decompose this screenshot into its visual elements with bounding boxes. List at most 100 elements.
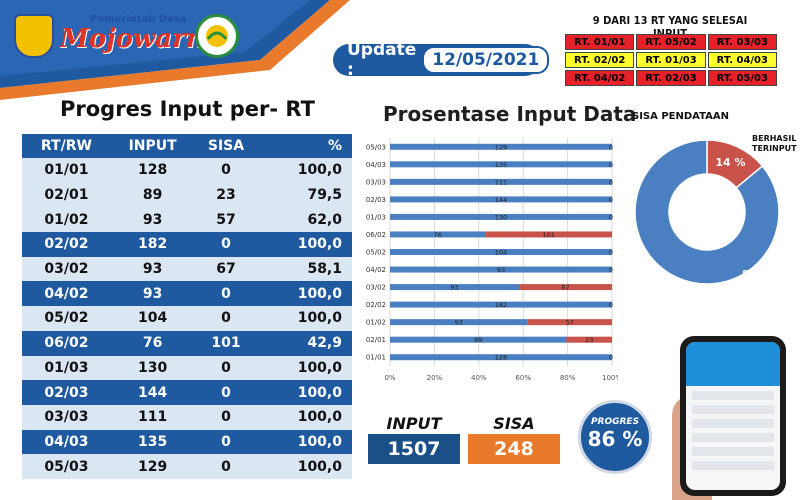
cell-sisa: 0 bbox=[194, 306, 258, 331]
sisa-kpi-label: SISA bbox=[493, 414, 535, 433]
update-date: 12/05/2021 bbox=[422, 46, 550, 74]
bar-sisa-label: 0 bbox=[609, 266, 613, 274]
cell-percent: 58,1 bbox=[257, 256, 352, 282]
completed-rt-cell: RT. 01/03 bbox=[636, 52, 706, 68]
cell-rtrw: 01/03 bbox=[22, 355, 111, 381]
cell-percent: 100,0 bbox=[257, 232, 352, 257]
brand-subtitle: Pemerintah Desa bbox=[90, 14, 187, 25]
bar-sisa-label: 0 bbox=[609, 178, 613, 186]
bar-input-label: 89 bbox=[474, 336, 482, 344]
cell-percent: 100,0 bbox=[257, 158, 352, 183]
bar-sisa-label: 23 bbox=[585, 336, 593, 344]
y-category-label: 04/02 bbox=[366, 266, 386, 274]
phone-row bbox=[692, 391, 774, 400]
bar-input-label: 104 bbox=[495, 249, 507, 257]
cell-sisa: 0 bbox=[194, 429, 258, 455]
bar-sisa-label: 0 bbox=[609, 354, 613, 362]
sisa-kpi-value: 248 bbox=[468, 434, 560, 464]
cell-input: 128 bbox=[110, 158, 195, 183]
completed-rt-cell: RT. 04/02 bbox=[565, 70, 635, 86]
header-sisa: SISA bbox=[194, 134, 258, 158]
cell-rtrw: 03/03 bbox=[22, 404, 111, 430]
bar-input bbox=[390, 178, 612, 185]
bar-input-label: 93 bbox=[450, 284, 458, 292]
table-title: Progres Input per- RT bbox=[60, 97, 315, 121]
table-row: 02/03 144 0 100,0 bbox=[22, 380, 352, 405]
y-category-label: 05/03 bbox=[366, 143, 386, 151]
donut-label-berhasil: BERHASIL TERINPUT bbox=[752, 134, 797, 154]
percent-bar-chart: 0% 20% 40% 60% 80% 100% 05/03 129 0 04/03 135 0 03/0… bbox=[366, 138, 618, 382]
y-category-label: 02/01 bbox=[366, 336, 386, 344]
phone-mockup bbox=[680, 336, 786, 496]
bar-input bbox=[390, 161, 612, 168]
input-kpi-value: 1507 bbox=[368, 434, 460, 464]
cell-sisa: 0 bbox=[194, 232, 258, 257]
cell-input: 144 bbox=[110, 380, 195, 405]
y-category-label: 01/01 bbox=[366, 354, 386, 362]
cell-percent: 100,0 bbox=[257, 306, 352, 331]
donut-slice bbox=[634, 139, 780, 285]
bar-input-label: 130 bbox=[495, 213, 507, 221]
completed-rt-cell: RT. 05/02 bbox=[636, 34, 706, 50]
cell-input: 104 bbox=[110, 306, 195, 331]
cell-sisa: 0 bbox=[194, 158, 258, 183]
table-row: 04/03 135 0 100,0 bbox=[22, 429, 352, 455]
bar-input bbox=[390, 284, 520, 291]
phone-row bbox=[692, 447, 774, 456]
bar-input bbox=[390, 249, 612, 255]
cell-sisa: 23 bbox=[194, 182, 258, 208]
phone-row bbox=[692, 433, 774, 442]
x-tick-label: 100% bbox=[602, 374, 618, 382]
phone-row bbox=[692, 419, 774, 428]
bar-sisa-label: 0 bbox=[609, 143, 613, 151]
table-header-row: RT/RW INPUT SISA % bbox=[22, 134, 352, 158]
cell-input: 135 bbox=[110, 429, 195, 455]
cell-rtrw: 06/02 bbox=[22, 330, 111, 356]
bar-sisa-label: 101 bbox=[542, 231, 554, 239]
completed-rt-cell: RT. 03/03 bbox=[707, 34, 777, 50]
progress-label: PROGRES bbox=[590, 417, 640, 427]
x-tick-label: 40% bbox=[471, 374, 487, 382]
header-input: INPUT bbox=[110, 134, 195, 158]
bar-input-label: 135 bbox=[495, 161, 507, 169]
completed-rt-cell: RT. 05/03 bbox=[707, 70, 777, 86]
cell-rtrw: 05/02 bbox=[22, 306, 111, 331]
bar-sisa-label: 0 bbox=[609, 213, 613, 221]
bar-sisa bbox=[566, 336, 612, 343]
table-row: 05/02 104 0 100,0 bbox=[22, 306, 352, 331]
y-category-label: 01/02 bbox=[366, 319, 386, 327]
donut-label-sisa: SISA PENDATAAN bbox=[632, 111, 730, 122]
y-category-label: 02/02 bbox=[366, 301, 386, 309]
y-category-label: 03/02 bbox=[366, 284, 386, 292]
bar-sisa-label: 0 bbox=[609, 196, 613, 204]
cell-rtrw: 02/03 bbox=[22, 380, 111, 405]
phone-row bbox=[692, 405, 774, 414]
bar-input-label: 144 bbox=[495, 196, 507, 204]
bar-input-label: 93 bbox=[497, 266, 505, 274]
regency-logo bbox=[14, 14, 54, 58]
cell-sisa: 0 bbox=[194, 454, 258, 479]
cell-percent: 100,0 bbox=[257, 355, 352, 381]
update-badge: Update : 12/05/2021 bbox=[333, 40, 550, 80]
cell-percent: 62,0 bbox=[257, 207, 352, 233]
cell-input: 76 bbox=[110, 330, 195, 356]
bar-sisa bbox=[519, 284, 612, 291]
x-tick-label: 20% bbox=[427, 374, 443, 382]
bar-sisa-label: 0 bbox=[609, 301, 613, 309]
bar-input bbox=[390, 231, 486, 238]
bar-input bbox=[390, 319, 528, 326]
table-row: 04/02 93 0 100,0 bbox=[22, 281, 352, 307]
cell-rtrw: 02/02 bbox=[22, 232, 111, 257]
cell-sisa: 0 bbox=[194, 281, 258, 307]
donut-chart: 14 % 86 % bbox=[634, 139, 780, 285]
chart-title: Prosentase Input Data bbox=[383, 102, 637, 126]
cell-input: 93 bbox=[110, 207, 195, 233]
phone-row bbox=[692, 461, 774, 470]
donut-label-berhasil-line2: TERINPUT bbox=[752, 144, 797, 153]
table-row: 01/01 128 0 100,0 bbox=[22, 158, 352, 183]
phone-header-bar bbox=[686, 342, 780, 386]
update-label: Update : bbox=[347, 40, 417, 80]
cell-sisa: 0 bbox=[194, 355, 258, 381]
bar-input bbox=[390, 196, 612, 203]
x-tick-label: 0% bbox=[384, 374, 395, 382]
